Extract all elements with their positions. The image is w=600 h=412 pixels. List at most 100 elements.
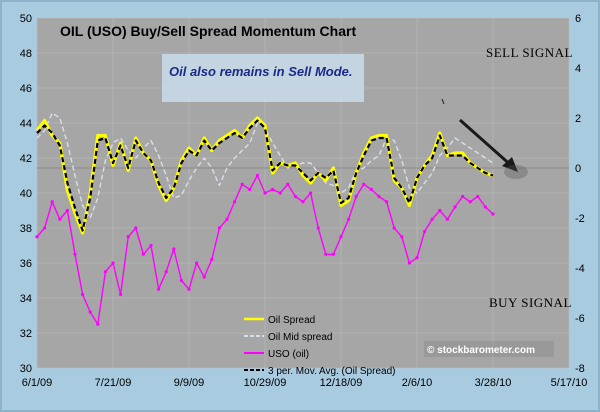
uso-point xyxy=(149,243,153,248)
series-group xyxy=(35,112,495,326)
arrow-annotation xyxy=(441,98,528,179)
uso-point xyxy=(134,226,138,230)
arrow-tick xyxy=(441,98,445,105)
right-tick-label: 0 xyxy=(575,163,581,175)
uso-point xyxy=(483,205,487,209)
left-tick-label: 48 xyxy=(20,48,32,60)
uso-point xyxy=(339,235,343,239)
uso-point xyxy=(164,270,168,274)
uso-point xyxy=(423,229,427,234)
left-tick-label: 40 xyxy=(20,188,32,200)
sell-signal-label: SELL SIGNAL xyxy=(486,45,573,60)
left-tick-label: 44 xyxy=(20,118,32,130)
buy-signal-label: BUY SIGNAL xyxy=(489,295,572,310)
uso-point xyxy=(202,275,206,279)
uso-point xyxy=(210,257,214,262)
uso-point xyxy=(385,200,389,204)
uso-point xyxy=(233,200,237,204)
x-tick-label: 9/9/09 xyxy=(174,377,205,389)
uso-point xyxy=(377,194,381,199)
uso-point xyxy=(43,226,47,230)
uso-point xyxy=(400,235,404,239)
uso-point xyxy=(362,182,366,186)
right-tick-label: -4 xyxy=(575,263,585,275)
arrow-glow xyxy=(504,165,528,179)
uso-point xyxy=(324,252,328,256)
uso-point xyxy=(491,212,495,216)
legend-label: Oil Mid spread xyxy=(268,332,332,343)
left-tick-label: 30 xyxy=(20,363,32,375)
left-tick-label: 42 xyxy=(20,153,32,165)
uso-point xyxy=(316,226,320,230)
uso-point xyxy=(468,200,472,204)
uso-point xyxy=(126,235,130,239)
x-tick-label: 10/29/09 xyxy=(244,377,287,389)
uso-point xyxy=(354,194,358,199)
legend-label: USO (oil) xyxy=(268,349,309,360)
uso-point xyxy=(407,261,411,265)
left-tick-label: 34 xyxy=(20,293,32,305)
uso-point xyxy=(392,226,396,230)
uso-point xyxy=(309,191,313,195)
uso-point xyxy=(187,287,191,291)
right-axis: -8 -6 -4 -2 0 2 4 6 xyxy=(575,13,585,375)
uso-point xyxy=(81,292,85,297)
legend-label: Oil Spread xyxy=(268,315,315,326)
uso-point xyxy=(119,292,123,297)
uso-point xyxy=(476,194,480,199)
left-axis: 30 32 34 36 38 40 42 44 46 48 50 xyxy=(20,13,32,375)
uso-point xyxy=(347,217,351,221)
left-tick-label: 46 xyxy=(20,83,32,95)
uso-point xyxy=(248,187,252,192)
uso-point xyxy=(141,252,145,256)
uso-point xyxy=(157,287,161,291)
uso-point xyxy=(430,217,434,221)
uso-point xyxy=(58,217,62,221)
uso-point xyxy=(225,217,229,221)
left-tick-label: 50 xyxy=(20,13,32,25)
x-tick-label: 7/21/09 xyxy=(95,377,132,389)
uso-point xyxy=(255,173,259,178)
right-tick-label: 4 xyxy=(575,63,581,75)
right-tick-label: 6 xyxy=(575,13,581,25)
uso-point xyxy=(240,182,244,186)
right-tick-label: -8 xyxy=(575,363,585,375)
uso-point xyxy=(50,200,54,204)
uso-point xyxy=(286,182,290,186)
series-line-3-per-mov-avg-oil-spread- xyxy=(36,119,494,232)
uso-point xyxy=(331,252,335,256)
uso-point xyxy=(195,261,199,265)
uso-point xyxy=(438,208,442,213)
watermark: © stockbarometer.com xyxy=(427,345,535,356)
right-tick-label: -2 xyxy=(575,213,585,225)
uso-point xyxy=(453,205,457,209)
uso-point xyxy=(278,191,282,195)
series-line-oil-mid-spread xyxy=(36,112,494,219)
uso-point xyxy=(301,200,305,204)
arrow-head xyxy=(502,157,518,172)
uso-point xyxy=(88,310,92,314)
uso-point xyxy=(111,261,115,265)
chart-title: OIL (USO) Buy/Sell Spread Momentum Chart xyxy=(60,23,356,39)
uso-point xyxy=(172,247,176,251)
uso-point xyxy=(65,208,69,213)
x-tick-label: 3/28/10 xyxy=(475,377,512,389)
uso-point xyxy=(415,256,419,260)
uso-point xyxy=(369,187,373,192)
watermark-bg xyxy=(424,341,554,357)
left-tick-label: 38 xyxy=(20,223,32,235)
uso-point xyxy=(217,226,221,230)
x-axis: 6/1/09 7/21/09 9/9/09 10/29/09 12/18/09 2/6/1… xyxy=(22,377,588,389)
x-tick-label: 5/17/10 xyxy=(551,377,588,389)
uso-point xyxy=(445,217,449,221)
x-tick-label: 6/1/09 xyxy=(22,377,53,389)
uso-point xyxy=(96,322,100,326)
uso-point xyxy=(293,194,297,199)
annotation-text: Oil also remains in Sell Mode. xyxy=(169,64,353,79)
right-tick-label: -6 xyxy=(575,313,585,325)
left-tick-label: 32 xyxy=(20,328,32,340)
legend: Oil Spread Oil Mid spread USO (oil) 3 per. … xyxy=(244,315,395,377)
left-tick-label: 36 xyxy=(20,258,32,270)
